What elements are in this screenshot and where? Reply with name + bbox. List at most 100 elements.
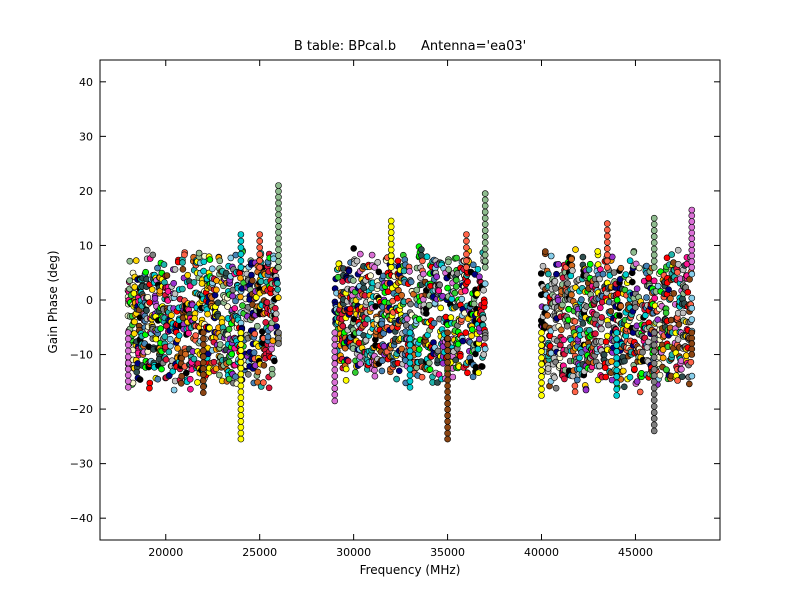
data-point [596, 304, 604, 312]
data-point [568, 255, 575, 263]
data-point [481, 196, 489, 204]
data-point [626, 257, 634, 265]
y-tick-label: 40 [79, 76, 93, 89]
data-point [136, 376, 144, 383]
data-point [256, 244, 264, 251]
data-point [275, 240, 282, 248]
data-point [617, 302, 625, 310]
data-point [423, 253, 431, 261]
data-point [275, 252, 282, 259]
data-point [665, 286, 672, 293]
data-point [636, 388, 644, 396]
data-point [425, 359, 433, 367]
data-point [478, 363, 486, 370]
data-point [415, 345, 423, 353]
data-point [368, 284, 376, 292]
data-point [213, 286, 220, 294]
data-point [650, 427, 658, 435]
data-point [481, 208, 489, 216]
data-point [650, 409, 658, 416]
data-point [331, 385, 339, 392]
data-point [204, 310, 211, 318]
data-point [473, 290, 481, 298]
data-point [395, 367, 403, 375]
data-point [200, 359, 207, 367]
data-point [271, 304, 279, 312]
data-point [190, 355, 198, 363]
data-point [331, 329, 339, 337]
data-point [435, 287, 443, 295]
data-point [274, 294, 282, 301]
data-point [552, 284, 559, 292]
data-point [179, 265, 187, 273]
data-point [543, 304, 550, 312]
data-point [237, 250, 245, 258]
data-point [387, 223, 395, 230]
data-point [538, 348, 545, 355]
data-point [650, 233, 658, 240]
data-point [331, 341, 339, 349]
data-point [143, 246, 151, 254]
data-point [160, 261, 168, 268]
data-point [571, 388, 579, 396]
data-point [275, 340, 282, 347]
data-point [650, 390, 658, 398]
data-point [200, 389, 207, 397]
data-point [613, 367, 621, 374]
data-point [275, 263, 282, 271]
data-point [674, 246, 682, 254]
data-point [200, 353, 207, 361]
data-point [650, 360, 658, 367]
data-point [481, 227, 489, 234]
data-point [181, 251, 188, 259]
data-point [426, 366, 434, 373]
x-tick-label: 40000 [524, 546, 559, 559]
data-point [131, 318, 138, 326]
data-point [274, 279, 281, 287]
data-point [475, 369, 482, 377]
data-point [195, 249, 203, 257]
data-point [463, 263, 470, 271]
data-point [170, 279, 177, 287]
data-point [463, 250, 470, 258]
data-point [394, 257, 402, 265]
data-point [271, 357, 278, 365]
data-point [187, 385, 194, 393]
data-point [185, 329, 192, 337]
data-point [268, 370, 276, 378]
y-tick-label: −30 [70, 458, 93, 471]
data-point [256, 231, 264, 238]
data-point [216, 371, 223, 379]
data-point [650, 257, 658, 265]
data-point [633, 378, 641, 385]
data-point [650, 335, 658, 343]
data-point [237, 244, 245, 251]
data-point [406, 329, 414, 337]
data-point [603, 257, 611, 265]
data-point [472, 363, 480, 371]
data-point [444, 394, 451, 402]
data-point [249, 277, 256, 284]
data-point [688, 212, 696, 219]
data-point [688, 351, 696, 358]
data-point [272, 310, 280, 318]
data-point [149, 251, 157, 259]
data-point [174, 344, 181, 352]
data-point [154, 375, 162, 383]
data-point [151, 294, 159, 302]
data-point [237, 388, 245, 396]
data-point [650, 378, 658, 386]
data-point [225, 325, 233, 333]
data-point [459, 337, 467, 345]
data-point [688, 229, 696, 237]
data-point [688, 263, 696, 271]
data-point [177, 379, 185, 387]
data-point [179, 285, 186, 293]
data-point [272, 315, 279, 323]
data-point [251, 330, 259, 338]
data-point [447, 314, 455, 321]
data-point [157, 325, 164, 332]
data-point [628, 278, 636, 286]
data-point [678, 373, 686, 381]
data-point [437, 304, 445, 312]
